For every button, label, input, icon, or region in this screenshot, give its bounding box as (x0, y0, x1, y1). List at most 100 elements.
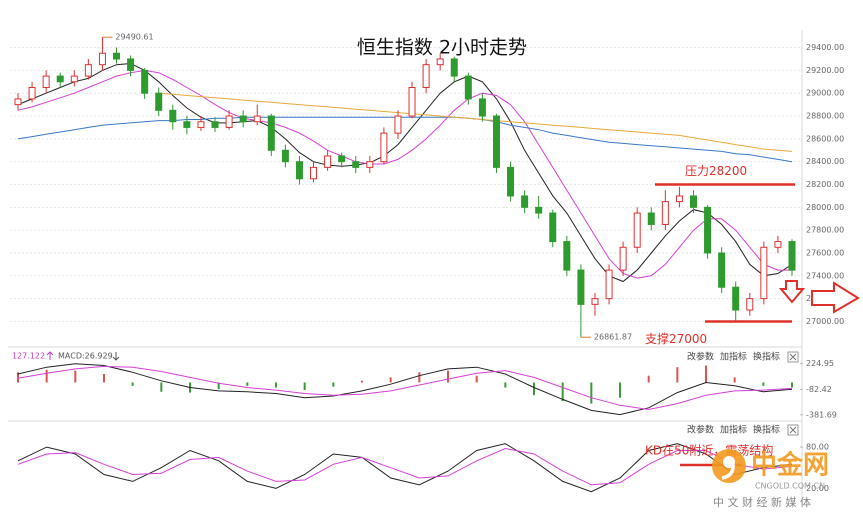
panel-button: 加指标 (720, 424, 747, 436)
candle-body (211, 121, 219, 128)
candle-body (380, 132, 388, 163)
watermark: 中金网 CNGOLD.COM.CN 中 文 财 经 新 媒 体 (712, 449, 829, 509)
macd-bar (561, 382, 564, 402)
macd-bar (590, 382, 593, 404)
panel-button: 换指标 (753, 424, 780, 436)
level-label: 支撑27000 (645, 331, 707, 346)
candle-body (549, 212, 557, 243)
line-series (17, 363, 793, 416)
candle-body (366, 161, 374, 168)
y-tick-label: 29200.00 (806, 66, 844, 75)
candle-body (14, 98, 22, 106)
candle-body (98, 52, 106, 66)
y-tick-label: 28800.00 (806, 112, 844, 121)
macd-bar (418, 372, 421, 383)
candle-body (507, 166, 515, 197)
close-icon (789, 426, 797, 434)
macd-bar (676, 367, 679, 383)
logo-domain: CNGOLD.COM.CN (755, 482, 825, 491)
candle-body (689, 195, 697, 208)
y-tick-label: 27800.00 (806, 226, 844, 235)
candle-body (183, 121, 191, 128)
y-tick-label: 28600.00 (806, 134, 844, 143)
candle-body (127, 58, 135, 71)
candle-body (70, 75, 78, 83)
y-tick-label: 80.00 (806, 443, 829, 452)
panel-button: 换指标 (753, 351, 780, 363)
macd-bar (475, 375, 478, 383)
kd-annotation: KD在50附近，震荡结构 (645, 443, 773, 458)
candle-body (746, 298, 754, 311)
candle-body (141, 69, 149, 94)
macd-bar (647, 375, 650, 383)
candle-body (591, 298, 599, 305)
candle-body (704, 206, 712, 254)
level-label: 压力28200 (685, 164, 747, 178)
candle-body (394, 115, 402, 134)
candle-body (661, 201, 669, 225)
candle-body (521, 195, 529, 208)
extreme-label: 26861.87 (594, 333, 632, 342)
candle-body (352, 161, 360, 168)
candle-body (169, 109, 177, 123)
macd-bar (217, 382, 220, 390)
y-tick-label: 28200.00 (806, 180, 844, 189)
candle-body (535, 206, 543, 214)
candle-body (774, 241, 782, 248)
candle-body (42, 75, 50, 88)
candle-body (760, 246, 768, 300)
macd-bar (103, 374, 105, 383)
candle-body (197, 121, 205, 128)
macd-bar (361, 380, 363, 383)
candle-body (28, 86, 36, 100)
arrow-down-icon (112, 352, 120, 361)
arrow-down (778, 280, 806, 304)
y-tick-label: 27600.00 (806, 248, 844, 257)
logo-icon-tail (721, 463, 735, 480)
arrow-right (811, 281, 860, 314)
candle-body (324, 155, 332, 168)
candle-body (253, 115, 261, 123)
logo-name: 中金网 (751, 450, 829, 481)
macd-bar (791, 382, 793, 388)
candle-body (718, 252, 726, 288)
arrow-up-icon (46, 351, 54, 360)
macd-bar (160, 382, 163, 392)
candle-body (155, 92, 163, 111)
y-tick-label: 28400.00 (806, 157, 844, 166)
y-tick-label: 27400.00 (806, 271, 844, 280)
macd-bar (303, 382, 306, 391)
indicator-name: MACD:26.929 (58, 352, 113, 361)
macd-bar (17, 372, 19, 383)
plot-layer: 27000.0027200.0027400.0027600.0027800.00… (10, 33, 844, 493)
macd-bar (705, 365, 707, 383)
macd-bar (275, 382, 277, 388)
candle-body (577, 269, 585, 305)
macd-bar (447, 370, 449, 383)
candle-body (295, 161, 303, 180)
panel-button: 改参数 (687, 351, 714, 363)
candle-body (113, 52, 121, 60)
candle-body (605, 269, 613, 300)
chart-title: 恒生指数 2小时走势 (357, 37, 527, 59)
candle-body (563, 241, 571, 271)
candle-body (633, 212, 641, 248)
y-tick-label: 224.95 (806, 359, 834, 368)
candle-body (56, 75, 64, 83)
indicator-value: 127.122 (12, 352, 45, 361)
candle-body (422, 64, 430, 88)
candle-body (84, 64, 92, 77)
macd-bar (332, 382, 335, 387)
extreme-label: 29490.61 (115, 33, 153, 42)
candle-body (225, 115, 233, 128)
candle-body (492, 115, 500, 168)
candle-body (338, 155, 346, 163)
candle-body (267, 115, 275, 151)
macd-bar (733, 377, 736, 383)
macd-bar (246, 382, 249, 386)
macd-bar (533, 382, 535, 396)
candle-body (310, 166, 318, 180)
candle-body (478, 98, 486, 117)
y-tick-label: -82.42 (806, 385, 832, 394)
